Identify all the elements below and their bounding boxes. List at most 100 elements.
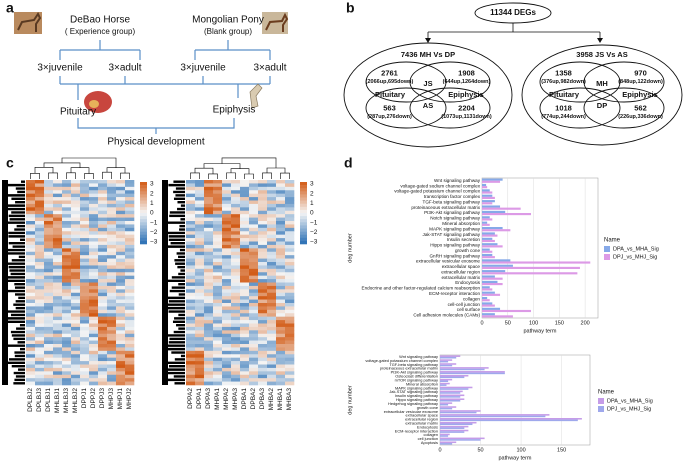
heatmap-cell xyxy=(195,251,205,256)
heatmap-cell xyxy=(276,279,286,283)
heatmap-cell xyxy=(213,381,223,386)
heatmap-cell xyxy=(276,231,286,235)
heatmap-cell xyxy=(125,364,135,369)
heatmap-cell xyxy=(249,313,259,317)
heatmap-cell xyxy=(98,217,108,222)
venn-ellipse xyxy=(583,61,665,103)
heatmap-cell xyxy=(98,258,108,263)
heatmap-cell xyxy=(107,227,117,232)
heatmap-cell xyxy=(44,275,54,280)
colorbar xyxy=(140,209,147,214)
heatmap-cell xyxy=(231,371,241,376)
heatmap-cell xyxy=(62,279,72,283)
heatmap-cell xyxy=(249,381,259,386)
heatmap-cell xyxy=(249,306,259,311)
heatmap-cell xyxy=(195,374,205,379)
colorbar xyxy=(140,240,147,245)
sample: 3×adult xyxy=(108,63,141,74)
heatmap-cell xyxy=(116,309,126,314)
heatmap-cell xyxy=(249,224,259,229)
heatmap-cell xyxy=(258,299,268,304)
heatmap-cell xyxy=(71,340,81,345)
heatmap-cell xyxy=(267,227,277,232)
heatmap-cell xyxy=(62,238,72,242)
heatmap-cell xyxy=(89,323,99,328)
venn-detail: (774up,244down) xyxy=(541,114,586,120)
heatmap-cell xyxy=(249,214,259,218)
heatmap-cell xyxy=(231,282,241,287)
heatmap-cell xyxy=(44,316,54,321)
heatmap-cell xyxy=(107,330,117,335)
heatmap-cell xyxy=(222,227,232,232)
heatmap-cell xyxy=(204,200,214,205)
heatmap-cell xyxy=(213,357,223,362)
heatmap-cell xyxy=(213,244,223,249)
heatmap-cell xyxy=(231,207,241,212)
heatmap-cell xyxy=(62,344,72,348)
heatmap-cell xyxy=(44,320,54,324)
heatmap-cell xyxy=(258,296,268,300)
heatmap-cell xyxy=(186,306,196,311)
heatmap-cell xyxy=(276,265,286,270)
heatmap-cell xyxy=(213,344,223,348)
heatmap-cell xyxy=(80,381,90,386)
heatmap-cell xyxy=(213,296,223,300)
heatmap-cell xyxy=(231,296,241,300)
heatmap-cell xyxy=(285,262,295,266)
heatmap-cell xyxy=(53,268,63,273)
col-dendrogram xyxy=(70,167,90,174)
y-tick-label: Endocrine and other factor-regulated cal… xyxy=(362,286,481,291)
heatmap-cell xyxy=(231,333,241,338)
heatmap-cell xyxy=(89,333,99,338)
heatmap-cell xyxy=(258,231,268,235)
heatmap-cell xyxy=(80,275,90,280)
heatmap-cell xyxy=(125,203,135,208)
heatmap-cell xyxy=(26,354,36,358)
heatmap-cell xyxy=(204,251,214,256)
bar xyxy=(482,309,531,313)
heatmap-cell xyxy=(204,357,214,362)
heatmap-cell xyxy=(89,326,99,331)
heatmap-cell xyxy=(222,381,232,386)
heatmap-cell xyxy=(89,344,99,348)
heatmap-cell xyxy=(195,323,205,328)
heatmap-cell xyxy=(125,323,135,328)
heatmap-cell xyxy=(258,217,268,222)
heatmap-cell xyxy=(285,275,295,280)
heatmap-cell xyxy=(44,282,54,287)
heatmap-cell xyxy=(204,367,214,372)
heatmap-cell xyxy=(44,330,54,335)
heatmap-cell xyxy=(195,299,205,304)
heatmap-cell xyxy=(125,282,135,287)
heatmap-cell xyxy=(231,306,241,311)
heatmap-cell xyxy=(26,381,36,386)
col-dendrogram xyxy=(84,173,94,179)
bar xyxy=(440,392,461,394)
heatmap-cell xyxy=(240,197,250,201)
heatmap-cell xyxy=(213,275,223,280)
heatmap-cell xyxy=(231,292,241,297)
heatmap-cell xyxy=(204,364,214,369)
heatmap-cell xyxy=(240,350,250,355)
heatmap-cell xyxy=(249,303,259,307)
heatmap-cell xyxy=(186,241,196,246)
heatmap-cell xyxy=(222,255,232,259)
heatmap-cell xyxy=(204,381,214,386)
heatmap-cell xyxy=(80,374,90,379)
heatmap-cell xyxy=(258,244,268,249)
heatmap-cell xyxy=(258,190,268,194)
heatmap-cell xyxy=(89,186,99,191)
heatmap-cell xyxy=(44,224,54,229)
heatmap-cell xyxy=(35,289,45,294)
venn-detail: (848up,122down) xyxy=(618,79,663,85)
heatmap-cell xyxy=(222,272,232,276)
venn-label: DP xyxy=(597,101,607,110)
bar xyxy=(440,378,453,381)
heatmap-cell xyxy=(231,309,241,314)
heatmap-cell xyxy=(186,262,196,266)
legend-title: Name xyxy=(604,238,621,244)
heatmap-cell xyxy=(249,265,259,270)
heatmap-cell xyxy=(258,193,268,198)
colorbar xyxy=(300,200,307,204)
heatmap-cell xyxy=(80,285,90,290)
